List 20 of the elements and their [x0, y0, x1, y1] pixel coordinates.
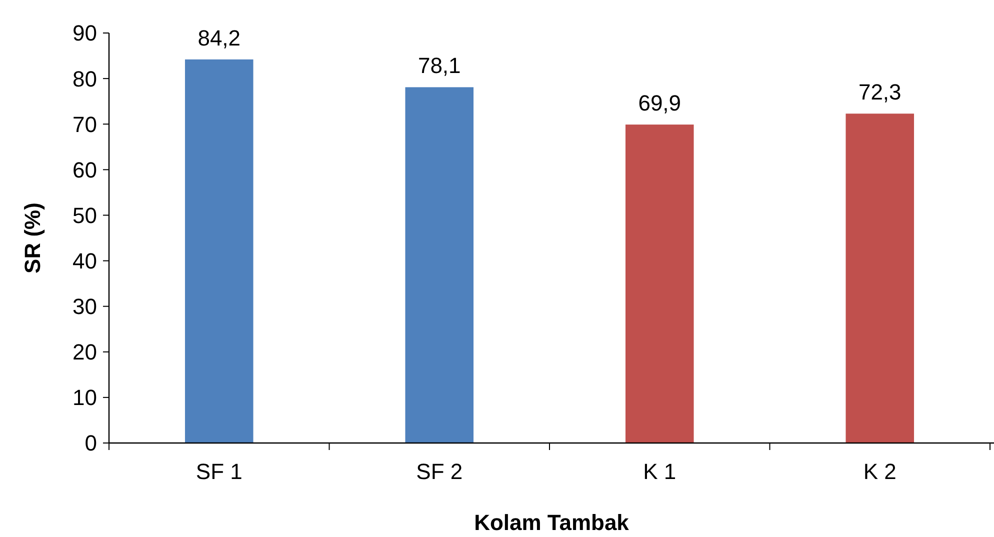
- x-axis-title: Kolam Tambak: [474, 510, 630, 535]
- y-tick-label: 70: [72, 112, 97, 137]
- y-axis-title: SR (%): [20, 202, 45, 274]
- x-tick-label: K 1: [643, 459, 676, 484]
- x-tick-label: SF 1: [196, 459, 242, 484]
- x-tick-label: SF 2: [416, 459, 463, 484]
- y-tick-label: 40: [72, 248, 97, 274]
- y-tick-label: 50: [72, 202, 97, 228]
- data-label: 69,9: [638, 90, 682, 116]
- data-label: 84,2: [198, 25, 241, 50]
- y-tick-label: 60: [72, 157, 97, 182]
- y-tick-label: 0: [84, 430, 97, 456]
- y-tick-label: 80: [72, 66, 97, 92]
- data-label: 78,1: [418, 53, 461, 78]
- x-tick-label: K 2: [863, 459, 896, 484]
- y-tick-label: 10: [72, 385, 97, 410]
- y-tick-label: 90: [72, 20, 97, 46]
- y-tick-label: 30: [72, 294, 97, 320]
- y-tick-label: 20: [72, 340, 97, 365]
- data-label: 72,3: [858, 80, 902, 105]
